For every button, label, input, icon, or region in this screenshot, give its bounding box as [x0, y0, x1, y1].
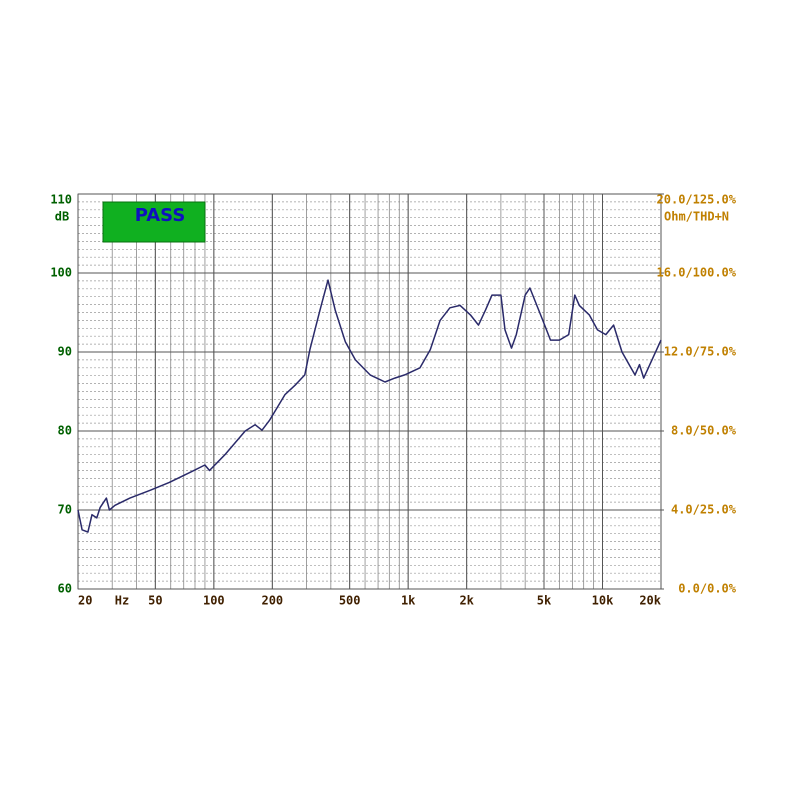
y2-tick-label: 8.0/50.0% [671, 424, 737, 438]
badge: PASS [135, 205, 186, 226]
y2-tick-label: 16.0/100.0% [657, 266, 737, 280]
x-tick-label: 20k [639, 594, 661, 608]
y2-tick-label: 12.0/75.0% [664, 345, 737, 359]
y2-label: Ohm/THD+N [664, 210, 729, 224]
x-tick-label: 2k [459, 594, 474, 608]
y-tick-label: 100 [50, 266, 72, 280]
x-label: Hz [115, 594, 129, 608]
response-curve [77, 279, 662, 533]
badge-box [102, 201, 206, 243]
y2-tick-label: 4.0/25.0% [671, 503, 737, 517]
x-tick-label: 100 [203, 594, 225, 608]
y-tick-label: 90 [58, 345, 72, 359]
y-tick-label: 110 [50, 193, 72, 207]
x-tick-label: 10k [592, 594, 614, 608]
x-tick-label: 50 [148, 594, 162, 608]
grid [77, 193, 662, 590]
y-tick-label: 60 [58, 582, 72, 596]
y2-tick-label: 20.0/125.0% [657, 193, 737, 207]
plot-area [77, 193, 662, 590]
x-tick-label: 1k [401, 594, 416, 608]
y-tick-label: 80 [58, 424, 72, 438]
x-tick-label: 200 [261, 594, 283, 608]
x-tick-label: 500 [339, 594, 361, 608]
y-tick-label: 70 [58, 503, 72, 517]
y-label: dB [55, 210, 69, 224]
x-tick-label: 20 [78, 594, 92, 608]
y2-tick-label: 0.0/0.0% [678, 582, 737, 596]
x-tick-label: 5k [537, 594, 552, 608]
